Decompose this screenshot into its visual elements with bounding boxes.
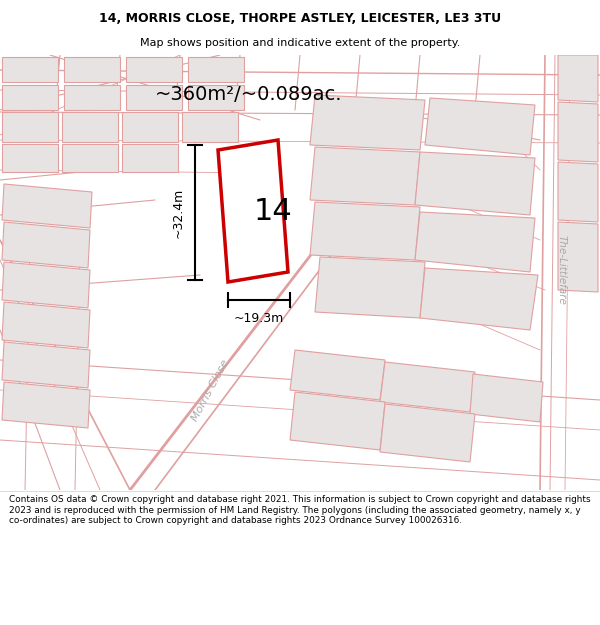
Polygon shape [2,342,90,388]
Polygon shape [415,152,535,215]
Polygon shape [62,112,118,142]
Polygon shape [290,392,385,450]
Polygon shape [2,85,58,110]
Polygon shape [380,404,475,462]
Polygon shape [558,222,598,292]
Polygon shape [380,362,475,412]
Polygon shape [64,85,120,110]
Polygon shape [126,57,182,82]
Polygon shape [425,98,535,155]
Text: Map shows position and indicative extent of the property.: Map shows position and indicative extent… [140,39,460,49]
Polygon shape [310,147,420,205]
Text: ~360m²/~0.089ac.: ~360m²/~0.089ac. [155,85,343,104]
Polygon shape [420,268,538,330]
Polygon shape [558,55,598,102]
Polygon shape [188,57,244,82]
Polygon shape [415,212,535,272]
Polygon shape [2,262,90,308]
Text: The-Littlefare: The-Littlefare [557,235,567,305]
Polygon shape [2,222,90,268]
Polygon shape [2,184,92,228]
Polygon shape [558,162,598,222]
Text: ~32.4m: ~32.4m [172,188,185,238]
Text: Morris Close: Morris Close [190,357,230,422]
Polygon shape [2,382,90,428]
Polygon shape [62,144,118,172]
Polygon shape [126,85,182,110]
Polygon shape [2,112,58,142]
Polygon shape [2,57,58,82]
Text: 14, MORRIS CLOSE, THORPE ASTLEY, LEICESTER, LE3 3TU: 14, MORRIS CLOSE, THORPE ASTLEY, LEICEST… [99,12,501,25]
Polygon shape [182,112,238,142]
Polygon shape [310,95,425,150]
Polygon shape [315,257,425,318]
Polygon shape [122,112,178,142]
Text: Contains OS data © Crown copyright and database right 2021. This information is : Contains OS data © Crown copyright and d… [9,496,590,525]
Text: 14: 14 [254,196,292,226]
Text: ~19.3m: ~19.3m [234,312,284,325]
Polygon shape [64,57,120,82]
Polygon shape [558,102,598,162]
Polygon shape [122,144,178,172]
Polygon shape [218,140,288,282]
Polygon shape [2,302,90,348]
Polygon shape [188,85,244,110]
Polygon shape [290,350,385,400]
Polygon shape [470,374,543,422]
Polygon shape [310,202,420,260]
Polygon shape [2,144,58,172]
